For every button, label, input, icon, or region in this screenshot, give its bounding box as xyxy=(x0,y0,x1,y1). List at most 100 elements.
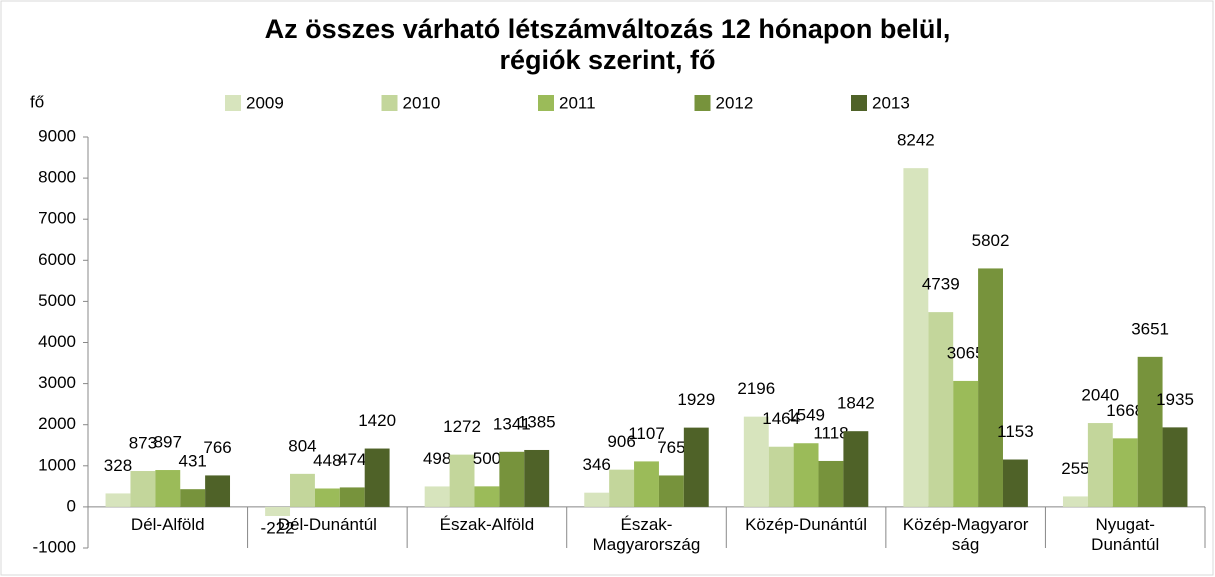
legend-label: 2011 xyxy=(559,93,596,112)
value-label: 2196 xyxy=(737,379,775,398)
y-tick-label: 4000 xyxy=(38,332,76,351)
bar xyxy=(499,451,525,507)
bar xyxy=(449,454,475,507)
value-label: 3065 xyxy=(947,343,985,362)
bar xyxy=(843,431,869,507)
value-label: 431 xyxy=(178,452,206,471)
bar xyxy=(339,487,365,507)
value-label: 4739 xyxy=(922,275,960,294)
value-label: 897 xyxy=(154,433,182,452)
bar xyxy=(290,473,315,507)
legend-swatch xyxy=(538,95,554,111)
bar xyxy=(1162,427,1188,507)
y-tick-label: -1000 xyxy=(33,537,76,556)
value-label: 1549 xyxy=(787,406,825,425)
legend-swatch xyxy=(225,95,241,111)
bar xyxy=(584,492,610,507)
x-tick-label: Közép-Dunántúl xyxy=(745,514,868,534)
bar xyxy=(1112,438,1138,507)
y-tick-label: 6000 xyxy=(38,250,76,269)
value-label: 1935 xyxy=(1156,390,1194,409)
value-label: 3651 xyxy=(1131,319,1169,338)
value-label: 500 xyxy=(473,449,501,468)
chart-title: Az összes várható létszámváltozás 12 hón… xyxy=(264,14,951,75)
value-label: 328 xyxy=(104,456,132,475)
value-label: 1668 xyxy=(1106,401,1144,420)
x-tick-label: Észak-Alföld xyxy=(439,514,535,534)
y-tick-label: 5000 xyxy=(38,291,76,310)
bar xyxy=(743,416,769,507)
value-label: 1153 xyxy=(997,422,1034,441)
y-tick-label: 3000 xyxy=(38,373,76,392)
bar xyxy=(768,446,794,507)
value-label: 1464 xyxy=(762,409,800,428)
bar xyxy=(953,380,979,507)
value-label: -222 xyxy=(261,519,295,538)
value-label: 1929 xyxy=(677,390,715,409)
bar xyxy=(265,506,291,517)
bar xyxy=(474,486,500,507)
bar xyxy=(524,449,550,507)
bar xyxy=(180,489,206,507)
bar xyxy=(793,443,819,507)
bar xyxy=(1137,356,1163,507)
bar xyxy=(634,461,659,507)
bar xyxy=(424,486,450,507)
legend-swatch xyxy=(851,95,867,111)
value-label: 804 xyxy=(288,436,316,455)
value-label: 474 xyxy=(338,450,366,469)
bar xyxy=(205,475,231,507)
x-tick-label: Nyugat- Dunántúl xyxy=(1091,514,1160,554)
bar xyxy=(609,469,635,507)
legend-label: 2012 xyxy=(716,93,754,112)
x-tick-label: Közép-Magyaror ság xyxy=(902,514,1029,554)
x-tick-label: Dél-Dunántúl xyxy=(277,514,377,534)
value-label: 1842 xyxy=(837,394,875,413)
bar xyxy=(658,475,684,507)
bar xyxy=(903,168,929,507)
value-label: 346 xyxy=(583,455,611,474)
y-tick-label: 8000 xyxy=(38,168,76,187)
bar xyxy=(1062,496,1088,507)
y-tick-label: 7000 xyxy=(38,209,76,228)
y-tick-label: 9000 xyxy=(38,126,76,145)
bar xyxy=(928,312,954,507)
bar xyxy=(314,488,340,507)
y-tick-label: 2000 xyxy=(38,414,76,433)
legend-label: 2013 xyxy=(872,93,910,112)
value-label: 906 xyxy=(607,432,635,451)
x-tick-label: Észak- Magyarország xyxy=(592,514,701,554)
legend-swatch xyxy=(694,95,711,111)
value-label: 5802 xyxy=(972,231,1010,250)
bar xyxy=(683,427,709,507)
bar xyxy=(1087,423,1113,507)
value-label: 498 xyxy=(423,449,451,468)
value-label: 8242 xyxy=(897,131,935,150)
bar xyxy=(978,268,1003,507)
y-tick-label: 1000 xyxy=(38,455,76,474)
value-label: 765 xyxy=(657,438,685,457)
legend-label: 2010 xyxy=(403,93,441,112)
y-tick-label: 0 xyxy=(67,496,76,515)
value-label: 1341 xyxy=(493,414,531,433)
legend-swatch xyxy=(381,95,398,111)
bar xyxy=(155,470,181,507)
value-label: 255 xyxy=(1061,459,1089,478)
value-label: 448 xyxy=(313,451,341,470)
bar xyxy=(130,471,156,507)
value-label: 1420 xyxy=(358,411,396,430)
y-axis-label: fő xyxy=(30,92,44,111)
bar xyxy=(105,493,131,507)
value-label: 1118 xyxy=(813,423,848,442)
value-label: 2040 xyxy=(1081,386,1119,405)
bar xyxy=(1002,459,1028,507)
value-label: 1272 xyxy=(443,417,481,436)
value-label: 1107 xyxy=(628,424,665,443)
legend-label: 2009 xyxy=(246,93,284,112)
x-tick-label: Dél-Alföld xyxy=(130,514,205,534)
bar xyxy=(364,448,390,507)
value-label: 766 xyxy=(203,438,231,457)
